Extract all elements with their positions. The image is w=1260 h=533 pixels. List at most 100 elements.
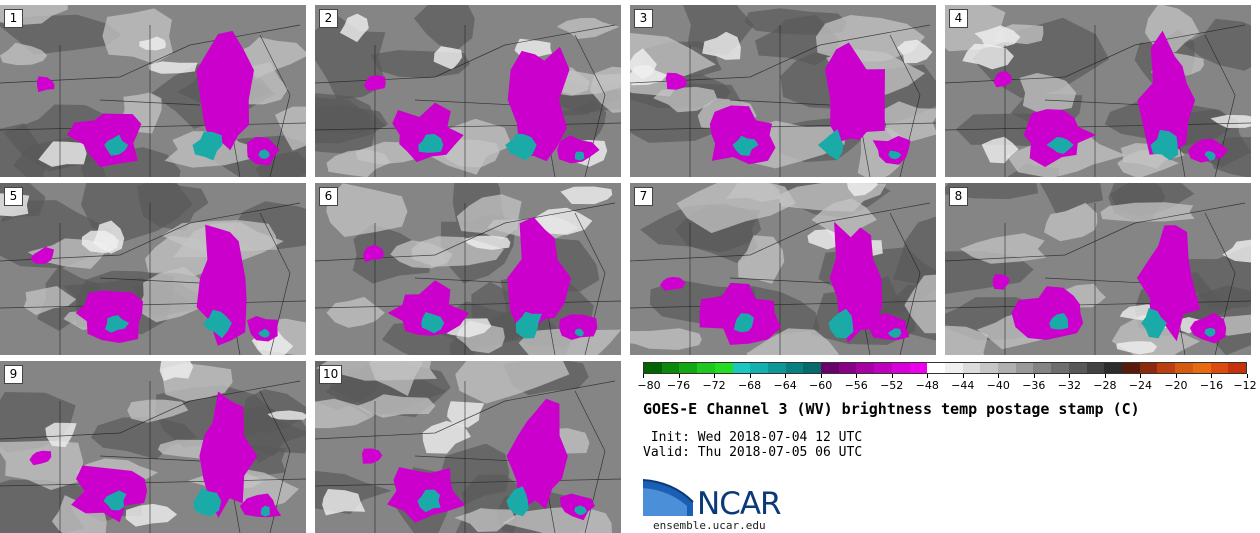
member-panel-3[interactable]: 3 xyxy=(630,5,936,177)
colorbar-tick-label: −16 xyxy=(1199,379,1224,392)
member-panel-2[interactable]: 2 xyxy=(315,5,621,177)
wv-map xyxy=(0,361,306,533)
colorbar-swatch xyxy=(1015,363,1034,373)
colorbar-swatch xyxy=(644,363,662,373)
colorbar-tick-label: −24 xyxy=(1128,379,1153,392)
colorbar-swatch xyxy=(962,363,981,373)
colorbar-tick xyxy=(1211,374,1213,378)
colorbar-tick-label: −36 xyxy=(1022,379,1046,392)
member-panel-9[interactable]: 9 xyxy=(0,361,306,533)
member-number-label: 9 xyxy=(4,365,23,384)
colorbar-swatch xyxy=(1228,363,1246,373)
colorbar-tick-label: −68 xyxy=(737,379,762,392)
colorbar-swatch xyxy=(1139,363,1158,373)
member-panel-1[interactable]: 1 xyxy=(0,5,306,177)
colorbar-tick xyxy=(785,374,787,378)
colorbar-tick xyxy=(998,374,1000,378)
figure-title: GOES-E Channel 3 (WV) brightness temp po… xyxy=(643,400,1140,418)
member-number-label: 1 xyxy=(4,9,23,28)
colorbar-tick-label: −40 xyxy=(986,379,1010,392)
member-panel-4[interactable]: 4 xyxy=(945,5,1251,177)
ncar-logo-icon xyxy=(643,479,694,516)
colorbar-swatch xyxy=(944,363,963,373)
colorbar-tick-label: −20 xyxy=(1164,379,1188,392)
colorbar-tick-label: −56 xyxy=(844,379,868,392)
colorbar-swatch xyxy=(767,363,786,373)
wv-map xyxy=(945,183,1251,355)
colorbar-swatch xyxy=(1175,363,1193,373)
colorbar-tick-label: −64 xyxy=(773,379,797,392)
colorbar-swatch xyxy=(998,363,1016,373)
colorbar-tick-label: −72 xyxy=(702,379,726,392)
colorbar-swatch xyxy=(1051,363,1069,373)
member-number-label: 5 xyxy=(4,187,23,206)
colorbar-swatch xyxy=(927,363,945,373)
colorbar-tick-label: −32 xyxy=(1057,379,1081,392)
wv-map xyxy=(0,183,306,355)
member-number-label: 3 xyxy=(634,9,653,28)
colorbar-swatch xyxy=(891,363,910,373)
colorbar-tick xyxy=(820,374,822,378)
colorbar-swatch xyxy=(750,363,768,373)
member-number-label: 8 xyxy=(949,187,968,206)
colorbar-tick-label: −48 xyxy=(915,379,939,392)
colorbar-swatch xyxy=(732,363,751,373)
colorbar-swatch xyxy=(980,363,999,373)
colorbar-tick xyxy=(1033,374,1035,378)
member-panel-7[interactable]: 7 xyxy=(630,183,936,355)
colorbar-tick-label: −12 xyxy=(1233,379,1257,392)
colorbar-tick-label: −52 xyxy=(880,379,904,392)
member-panel-10[interactable]: 10 xyxy=(315,361,621,533)
colorbar-tick-label: −28 xyxy=(1093,379,1117,392)
colorbar-swatch xyxy=(1157,363,1176,373)
colorbar xyxy=(643,362,1247,374)
colorbar-swatch xyxy=(1068,363,1087,373)
colorbar-tick-label: −44 xyxy=(951,379,975,392)
colorbar-tick xyxy=(1247,374,1248,378)
colorbar-tick xyxy=(749,374,751,378)
colorbar-tick xyxy=(1069,374,1071,378)
wv-map xyxy=(945,5,1251,177)
colorbar-tick xyxy=(891,374,893,378)
colorbar-swatch xyxy=(838,363,857,373)
wv-map xyxy=(630,183,936,355)
wv-map xyxy=(0,5,306,177)
member-number-label: 2 xyxy=(319,9,338,28)
member-number-label: 7 xyxy=(634,187,653,206)
wv-map xyxy=(315,361,621,533)
init-time: Init: Wed 2018-07-04 12 UTC xyxy=(643,430,863,445)
colorbar-swatch xyxy=(661,363,680,373)
colorbar-tick xyxy=(1140,374,1142,378)
colorbar-swatch xyxy=(697,363,715,373)
member-panel-8[interactable]: 8 xyxy=(945,183,1251,355)
colorbar-tick xyxy=(678,374,680,378)
colorbar-tick xyxy=(714,374,716,378)
member-number-label: 4 xyxy=(949,9,968,28)
colorbar-swatch xyxy=(803,363,822,373)
member-number-label: 10 xyxy=(319,365,343,384)
member-panel-6[interactable]: 6 xyxy=(315,183,621,355)
colorbar-tick-label: −80 xyxy=(637,379,661,392)
colorbar-tick-label: −60 xyxy=(809,379,833,392)
colorbar-tick xyxy=(962,374,964,378)
wv-map xyxy=(315,5,621,177)
colorbar-ticks: −80 −76 −72 −68 −64 −60 −56 −52 −48 −44 −40 −36 −32−… xyxy=(637,374,1257,394)
colorbar-swatch xyxy=(1033,363,1052,373)
colorbar-swatch xyxy=(1210,363,1229,373)
colorbar-swatch xyxy=(785,363,804,373)
colorbar-swatch xyxy=(679,363,698,373)
colorbar-swatch xyxy=(821,363,839,373)
colorbar-swatch xyxy=(1192,363,1211,373)
colorbar-swatch xyxy=(1104,363,1122,373)
colorbar-swatch xyxy=(909,363,928,373)
logo-url: ensemble.ucar.edu xyxy=(653,519,766,532)
colorbar-swatch xyxy=(1121,363,1140,373)
valid-time: Valid: Thu 2018-07-05 06 UTC xyxy=(643,445,863,460)
colorbar-tick xyxy=(927,374,929,378)
colorbar-tick-label: −76 xyxy=(666,379,691,392)
member-panel-5[interactable]: 5 xyxy=(0,183,306,355)
wv-map xyxy=(630,5,936,177)
wv-map xyxy=(315,183,621,355)
colorbar-tick xyxy=(643,374,644,378)
colorbar-swatch xyxy=(714,363,733,373)
